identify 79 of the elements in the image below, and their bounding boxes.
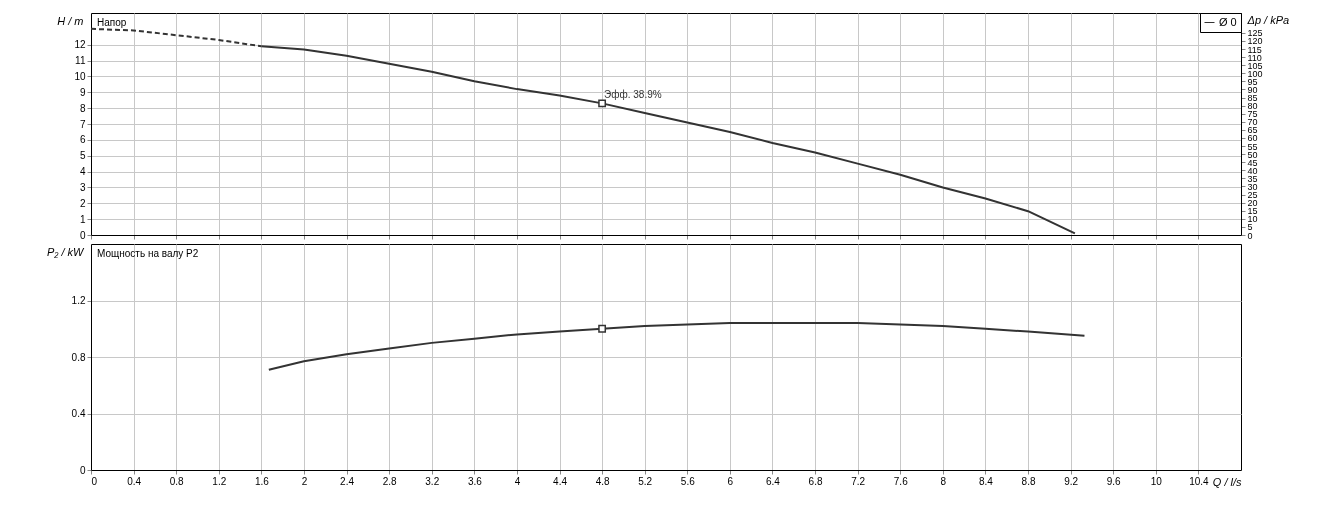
- y-axis-title: P₂ / kW: [46, 245, 86, 258]
- y-tick-label: 10: [74, 70, 86, 82]
- y-tick-label: 0.4: [71, 408, 86, 419]
- y-axis-title: H / m: [57, 14, 84, 27]
- x-tick-label: 8.4: [978, 475, 994, 487]
- x-tick-label: 6.8: [808, 475, 823, 487]
- x-tick-label: 2: [301, 475, 308, 487]
- y2-tick-label: 100: [1247, 68, 1263, 79]
- y2-tick-label: 110: [1247, 52, 1262, 63]
- x-tick-label: 4.8: [595, 475, 610, 487]
- y2-tick-label: 85: [1247, 93, 1258, 104]
- x-tick-label: 0.4: [127, 475, 142, 487]
- y-tick-label: 9: [79, 86, 86, 98]
- x-tick-label: 10.4: [1189, 475, 1210, 487]
- y-tick-label: 1.2: [71, 295, 86, 306]
- y-tick-label: 8: [79, 102, 86, 114]
- y2-tick-label: 120: [1247, 36, 1263, 47]
- y2-axis-title: Δp / kPa: [1246, 13, 1290, 26]
- y2-tick-label: 115: [1247, 44, 1262, 55]
- y-tick-label: 6: [79, 134, 86, 146]
- x-tick-label: 8.8: [1021, 475, 1036, 487]
- x-tick-label: 6.4: [766, 475, 781, 487]
- y-tick-label: 4: [79, 166, 86, 178]
- y2-tick-label: 15: [1247, 206, 1258, 217]
- x-tick-label: 2.4: [340, 475, 355, 487]
- y2-tick-label: 75: [1247, 109, 1258, 120]
- y2-tick-label: 45: [1247, 157, 1258, 168]
- x-tick-label: 0: [91, 475, 98, 487]
- y2-tick-label: 20: [1247, 198, 1258, 209]
- x-tick-label: 2.8: [382, 475, 398, 487]
- x-tick-label: 9.2: [1064, 475, 1079, 487]
- x-tick-label: 6: [727, 475, 734, 487]
- y2-tick-label: 125: [1247, 28, 1263, 39]
- x-tick-label: 3.2: [425, 475, 440, 487]
- x-tick-label: 0.8: [169, 475, 185, 487]
- y-tick-label: 0: [79, 229, 86, 241]
- x-tick-label: 4: [514, 475, 521, 487]
- x-tick-label: 3.6: [467, 475, 483, 487]
- y2-tick-label: 40: [1247, 165, 1258, 176]
- y2-tick-label: 30: [1247, 181, 1258, 192]
- y-tick-label: 0: [79, 464, 86, 476]
- y2-tick-label: 50: [1247, 149, 1258, 160]
- y-tick-label: 2: [79, 197, 86, 209]
- legend-label: Ø 0: [1219, 15, 1237, 28]
- y-tick-label: 3: [79, 181, 86, 193]
- chart-title: Напор: [97, 17, 127, 28]
- y2-tick-label: 105: [1247, 60, 1263, 71]
- x-tick-label: 8: [940, 475, 947, 487]
- y-tick-label: 12: [74, 39, 86, 51]
- y2-tick-label: 5: [1247, 222, 1253, 233]
- y2-tick-label: 90: [1247, 84, 1258, 95]
- x-tick-label: 7.6: [893, 475, 909, 487]
- x-tick-label: 5.2: [638, 475, 653, 487]
- y-tick-label: 1: [79, 213, 86, 225]
- y-tick-label: 5: [79, 150, 86, 162]
- y-tick-label: 0.8: [71, 351, 86, 363]
- annotation: Эфф. 38.9%: [604, 89, 662, 101]
- y2-tick-label: 60: [1247, 133, 1258, 144]
- y2-tick-label: 55: [1247, 141, 1258, 152]
- x-tick-label: 9.6: [1106, 475, 1122, 487]
- x-tick-label: 1.6: [254, 475, 270, 487]
- y2-tick-label: 25: [1247, 190, 1258, 201]
- y-tick-label: 11: [75, 55, 86, 67]
- x-tick-label: 4.4: [553, 475, 568, 487]
- y2-tick-label: 80: [1247, 101, 1258, 112]
- y2-tick-label: 10: [1247, 214, 1258, 225]
- line-series: [267, 322, 1086, 371]
- x-tick-label: 5.6: [680, 475, 696, 487]
- y2-tick-label: 70: [1247, 117, 1258, 128]
- y2-tick-label: 0: [1247, 230, 1253, 241]
- chart-title: Мощность на валу P2: [97, 248, 199, 259]
- y2-tick-label: 35: [1247, 173, 1258, 184]
- y-tick-label: 7: [79, 118, 86, 130]
- y2-tick-label: 65: [1247, 125, 1258, 136]
- y2-tick-label: 95: [1247, 76, 1258, 87]
- x-tick-label: 7.2: [851, 475, 866, 487]
- x-axis-title: Q / l/s: [1212, 475, 1242, 488]
- x-tick-label: 1.2: [212, 475, 227, 487]
- x-tick-label: 10: [1150, 475, 1163, 487]
